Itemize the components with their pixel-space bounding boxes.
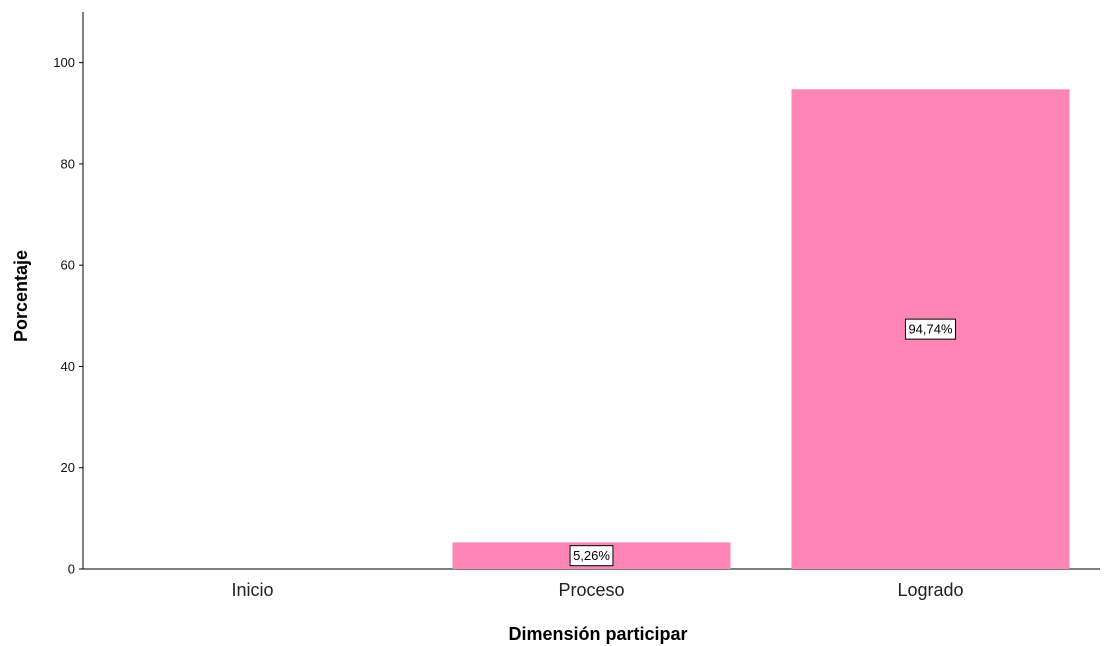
y-tick-label: 0: [68, 562, 75, 577]
y-tick-label: 60: [61, 258, 75, 273]
x-tick-label: Logrado: [897, 580, 963, 600]
x-axis-title: Dimensión participar: [508, 624, 687, 644]
data-label-box: [569, 545, 614, 567]
bars: [452, 89, 1070, 569]
y-tick-label: 80: [61, 156, 75, 171]
y-tick-label: 100: [53, 55, 75, 70]
data-label: 5,26%: [569, 545, 614, 567]
y-ticks: 0 20 40 60 80 100: [53, 55, 83, 577]
x-tick-label: Proceso: [558, 580, 624, 600]
data-label-text: 94,74%: [908, 322, 953, 337]
x-tick-label: Inicio: [231, 580, 273, 600]
y-axis-title: Porcentaje: [11, 250, 31, 342]
y-tick-label: 20: [61, 460, 75, 475]
data-labels: 5,26% 94,74%: [569, 318, 957, 567]
data-label: 94,74%: [904, 318, 957, 340]
y-tick-label: 40: [61, 359, 75, 374]
x-tick-labels: Inicio Proceso Logrado: [231, 580, 963, 600]
data-label-text: 5,26%: [573, 548, 610, 563]
data-label-box: [904, 318, 957, 340]
